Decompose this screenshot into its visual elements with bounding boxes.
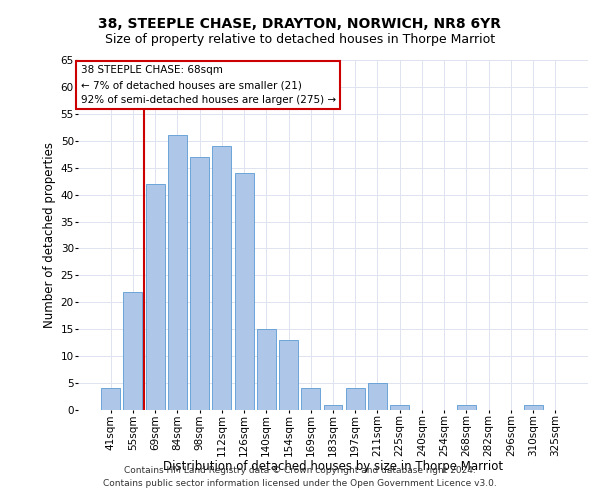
Y-axis label: Number of detached properties: Number of detached properties xyxy=(43,142,56,328)
Bar xyxy=(390,404,409,410)
Bar xyxy=(524,404,542,410)
Bar xyxy=(257,329,276,410)
Bar xyxy=(124,292,142,410)
Bar xyxy=(457,404,476,410)
Bar xyxy=(279,340,298,410)
Text: 38, STEEPLE CHASE, DRAYTON, NORWICH, NR8 6YR: 38, STEEPLE CHASE, DRAYTON, NORWICH, NR8… xyxy=(98,18,502,32)
Bar xyxy=(168,136,187,410)
Bar xyxy=(301,388,320,410)
Bar xyxy=(323,404,343,410)
Text: Contains HM Land Registry data © Crown copyright and database right 2024.
Contai: Contains HM Land Registry data © Crown c… xyxy=(103,466,497,487)
Bar xyxy=(346,388,365,410)
Bar xyxy=(212,146,231,410)
Bar xyxy=(101,388,120,410)
Bar xyxy=(146,184,164,410)
X-axis label: Distribution of detached houses by size in Thorpe Marriot: Distribution of detached houses by size … xyxy=(163,460,503,473)
Bar xyxy=(368,383,387,410)
Bar xyxy=(190,157,209,410)
Text: Size of property relative to detached houses in Thorpe Marriot: Size of property relative to detached ho… xyxy=(105,32,495,46)
Bar xyxy=(235,173,254,410)
Text: 38 STEEPLE CHASE: 68sqm
← 7% of detached houses are smaller (21)
92% of semi-det: 38 STEEPLE CHASE: 68sqm ← 7% of detached… xyxy=(80,66,335,105)
